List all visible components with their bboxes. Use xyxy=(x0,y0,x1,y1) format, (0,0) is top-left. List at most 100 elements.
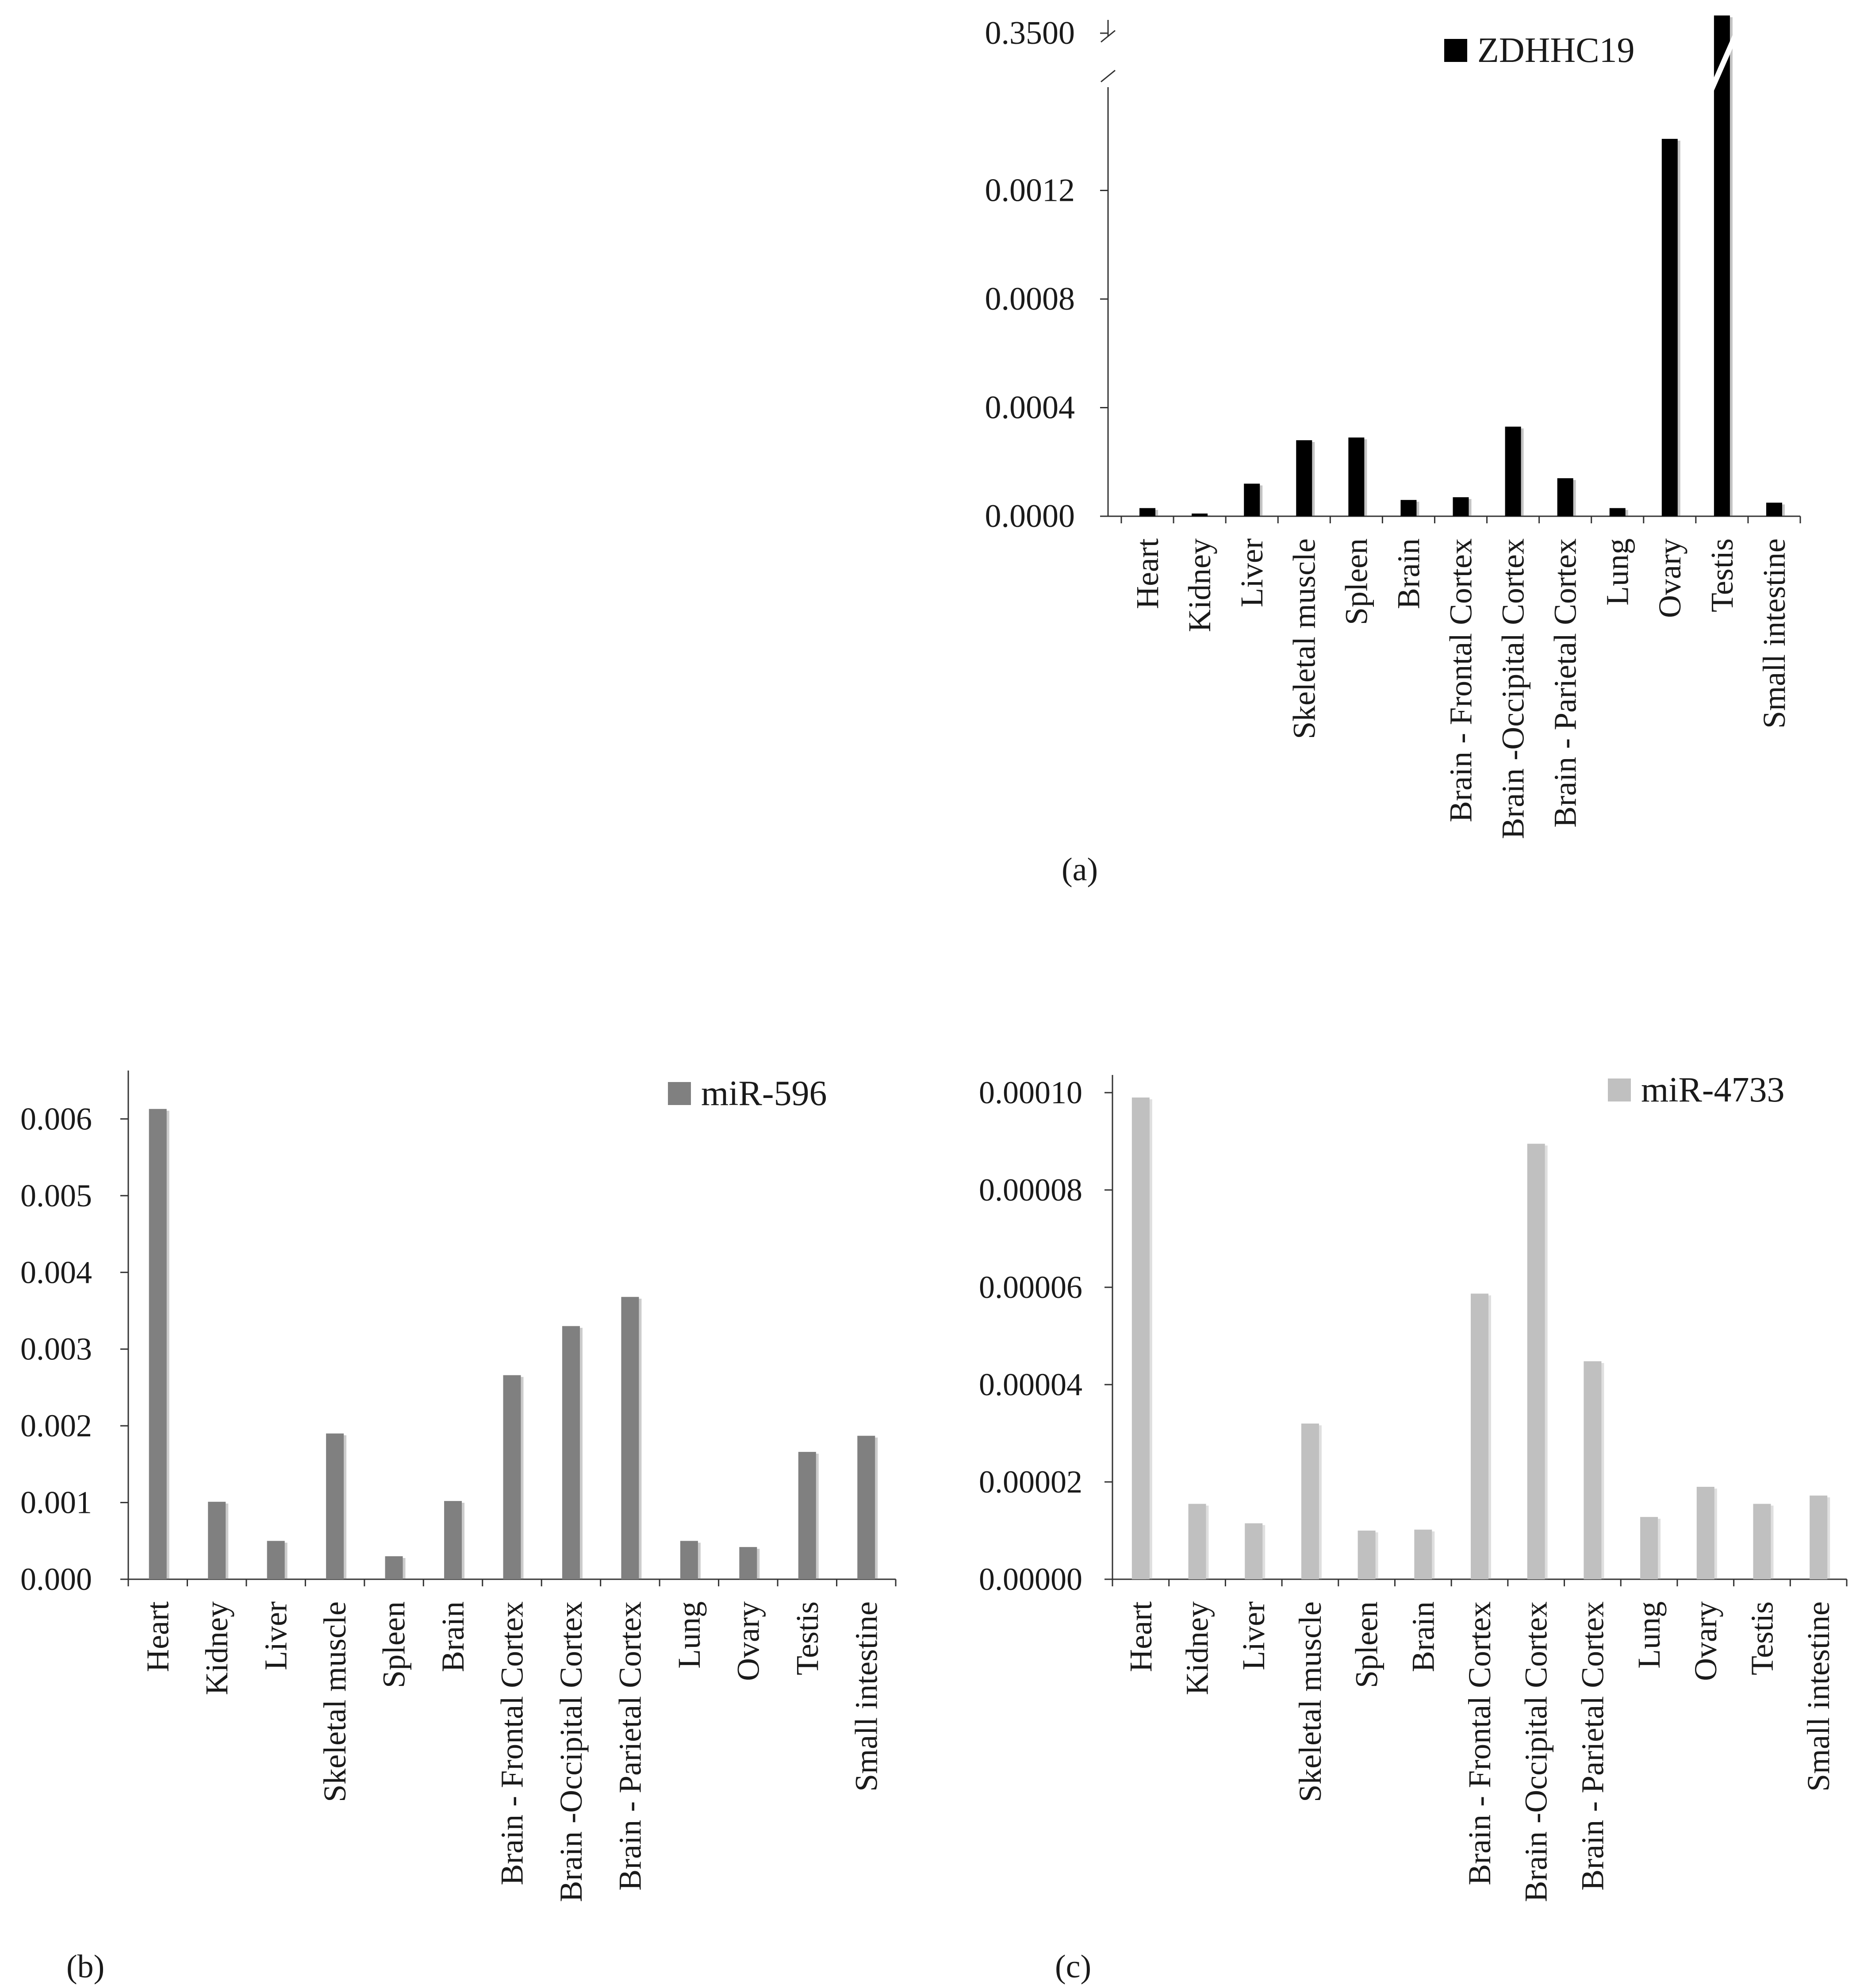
y-tick-label: 0.00004 xyxy=(979,1367,1082,1402)
y-tick-label: 0.003 xyxy=(20,1332,92,1367)
y-tick-label: 0.3500 xyxy=(985,15,1075,51)
bar-spleen xyxy=(1348,438,1365,516)
x-tick-label: Ovary xyxy=(730,1601,766,1681)
legend-swatch xyxy=(668,1082,691,1105)
y-tick-label: 0.0004 xyxy=(985,390,1075,426)
x-tick-label: Skeletal muscle xyxy=(317,1601,353,1802)
y-tick-label: 0.001 xyxy=(20,1485,92,1520)
x-tick-label: Brain - Frontal Cortex xyxy=(1443,538,1479,822)
bar-brain-parietal-cortex xyxy=(1557,478,1573,516)
x-tick-label: Spleen xyxy=(376,1601,412,1688)
legend-label: ZDHHC19 xyxy=(1477,31,1635,70)
x-tick-label: Brain - Parietal Cortex xyxy=(1575,1601,1610,1891)
x-tick-label: Small intestine xyxy=(848,1601,884,1792)
x-tick-label: Ovary xyxy=(1652,538,1687,618)
bar-skeletal-muscle xyxy=(1296,440,1312,516)
legend-label: miR-4733 xyxy=(1641,1071,1784,1109)
bar-liver xyxy=(267,1541,285,1579)
bar-brain xyxy=(1414,1529,1432,1579)
x-tick-label: Brain - Parietal Cortex xyxy=(1548,538,1583,828)
bar-ovary xyxy=(1661,138,1678,516)
x-tick-label: Brain -Occipital Cortex xyxy=(553,1601,589,1902)
y-tick-label: 0.002 xyxy=(20,1408,92,1443)
x-tick-label: Brain - Frontal Cortex xyxy=(1462,1601,1497,1885)
bar-lung xyxy=(1640,1517,1658,1579)
legend-swatch xyxy=(1444,39,1467,62)
x-tick-label: Heart xyxy=(1123,1601,1158,1672)
y-tick-label: 0.005 xyxy=(20,1178,92,1213)
panel-a-chart: 0.3500 0.0000 0.0004 0.0008 0.0012 Heart Kidne… xyxy=(985,15,1801,888)
x-tick-label: Testis xyxy=(1704,538,1740,612)
bar-small-intestine xyxy=(857,1435,875,1579)
bar-small-intestine xyxy=(1766,503,1782,516)
bar-break-mark xyxy=(1710,33,1733,99)
bar-kidney xyxy=(1188,1504,1206,1579)
bar-brain-parietal-cortex xyxy=(1584,1361,1602,1579)
bar-brain-parietal-cortex xyxy=(621,1297,639,1579)
panel-c-chart: 0.00000 0.00002 0.00004 0.00006 0.00008 0.000… xyxy=(979,1071,1848,1985)
y-tick-label: 0.00008 xyxy=(979,1172,1082,1208)
x-tick-label: Brain xyxy=(1391,538,1426,609)
x-tick-label: Small intestine xyxy=(1801,1601,1836,1792)
x-tick-label: Heart xyxy=(1130,538,1165,609)
bar-heart xyxy=(1139,508,1156,516)
x-tick-label: Lung xyxy=(1631,1601,1667,1669)
x-tick-label: Lung xyxy=(1600,538,1635,606)
x-tick-label: Spleen xyxy=(1349,1601,1384,1688)
x-tick-label: Liver xyxy=(258,1601,294,1670)
bar-brain-occipital-cortex xyxy=(562,1326,580,1579)
bar-testis xyxy=(1753,1504,1771,1579)
bar-ovary xyxy=(1696,1487,1714,1579)
x-tick-label: Heart xyxy=(140,1601,176,1672)
bar-heart xyxy=(149,1109,167,1579)
bar-kidney xyxy=(208,1501,226,1579)
bar-brain-occipital-cortex xyxy=(1527,1144,1545,1579)
bar-brain-occipital-cortex xyxy=(1505,426,1521,516)
x-tick-label: Kidney xyxy=(1180,1601,1215,1695)
bar-skeletal-muscle xyxy=(326,1433,344,1579)
x-tick-label: Skeletal muscle xyxy=(1292,1601,1328,1802)
x-tick-label: Skeletal muscle xyxy=(1286,538,1322,739)
legend-label: miR-596 xyxy=(701,1074,827,1113)
x-tick-label: Lung xyxy=(671,1601,707,1669)
x-tick-label: Brain xyxy=(1405,1601,1441,1672)
bar-lung xyxy=(1609,508,1626,516)
x-tick-label: Kidney xyxy=(1182,538,1217,632)
x-tick-label: Spleen xyxy=(1338,538,1374,625)
panel-label: (c) xyxy=(1055,1949,1091,1985)
bar-testis xyxy=(798,1452,816,1579)
x-tick-label: Brain xyxy=(435,1601,471,1672)
bar-heart xyxy=(1131,1098,1150,1579)
axis-break-mark xyxy=(1101,30,1116,43)
y-tick-label: 0.0008 xyxy=(985,281,1075,317)
bar-spleen xyxy=(1358,1531,1376,1579)
y-tick-label: 0.004 xyxy=(20,1255,92,1290)
x-tick-label: Liver xyxy=(1234,538,1269,607)
y-tick-label: 0.00010 xyxy=(979,1075,1082,1110)
panel-label: (a) xyxy=(1062,852,1098,888)
bar-lung xyxy=(680,1541,698,1579)
x-tick-label: Small intestine xyxy=(1756,538,1792,729)
bar-brain-frontal-cortex xyxy=(503,1375,521,1579)
legend-swatch xyxy=(1608,1078,1631,1101)
bar-small-intestine xyxy=(1810,1495,1828,1579)
bar-kidney xyxy=(1192,513,1208,516)
y-tick-label: 0.0012 xyxy=(985,173,1075,209)
y-tick-label: 0.00002 xyxy=(979,1464,1082,1500)
bar-liver xyxy=(1245,1523,1263,1579)
y-tick-label: 0.00000 xyxy=(979,1562,1082,1597)
x-tick-label: Testis xyxy=(790,1601,825,1675)
bar-brain xyxy=(444,1501,462,1579)
bar-spleen xyxy=(385,1556,403,1579)
bar-ovary xyxy=(739,1547,757,1579)
y-tick-label: 0.006 xyxy=(20,1101,92,1136)
panel-label: (b) xyxy=(66,1949,104,1985)
bar-brain-frontal-cortex xyxy=(1453,497,1469,516)
y-tick-label: 0.0000 xyxy=(985,498,1075,534)
y-tick-label: 0.000 xyxy=(20,1562,92,1597)
bar-testis xyxy=(1714,15,1730,516)
x-tick-label: Brain -Occipital Cortex xyxy=(1519,1601,1554,1902)
x-tick-label: Brain -Occipital Cortex xyxy=(1496,538,1531,839)
x-tick-label: Liver xyxy=(1236,1601,1271,1670)
